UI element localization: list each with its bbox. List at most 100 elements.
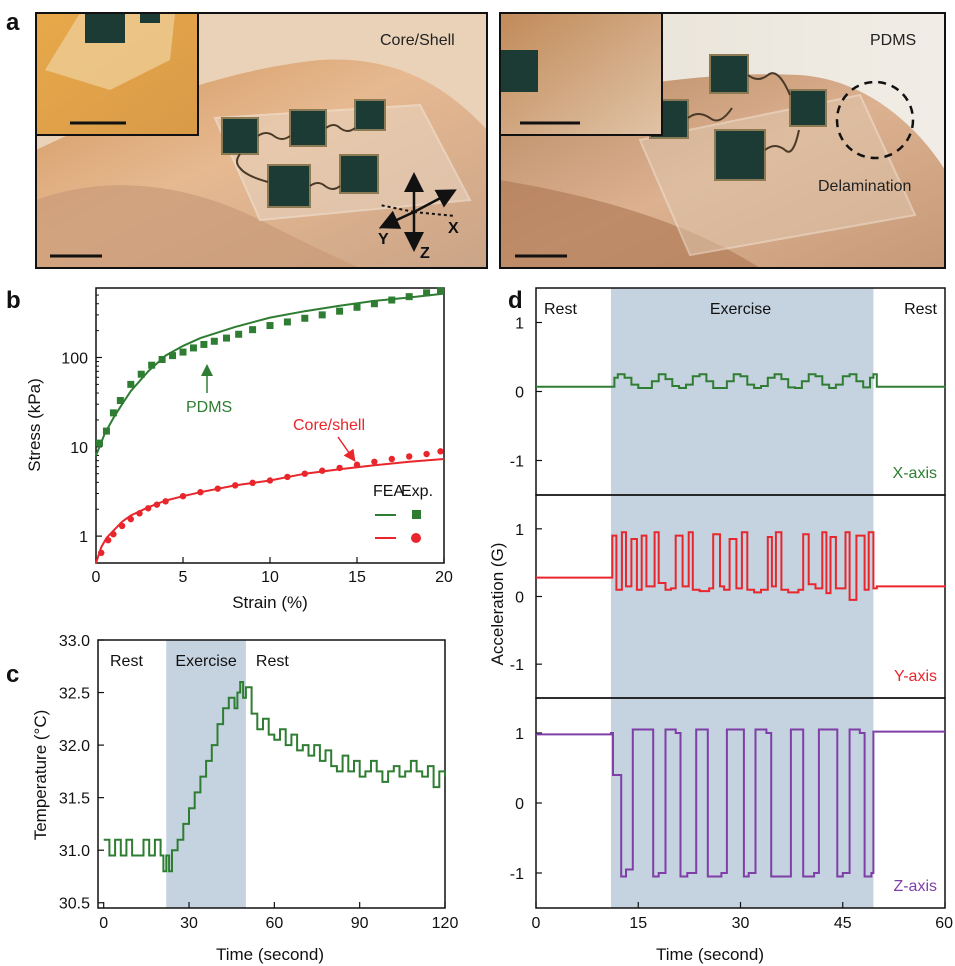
d-y-axis-label: Acceleration (G) — [488, 543, 507, 666]
b-exp-point-pdms — [318, 311, 326, 319]
d-y-tick-label: 0 — [515, 590, 524, 607]
b-exp-point-core-shell — [388, 455, 395, 463]
b-y-tick-label: 10 — [70, 440, 88, 457]
d-y-tick-label: 1 — [515, 522, 524, 539]
b-exp-point-pdms — [109, 409, 117, 417]
b-exp-point-pdms — [189, 344, 197, 352]
d-subplot-name: X-axis — [893, 465, 937, 482]
b-y-tick-label: 1 — [79, 529, 88, 546]
c-x-axis-label: Time (second) — [216, 945, 324, 964]
label-pdms: PDMS — [870, 32, 916, 49]
d-x-tick-label: 60 — [935, 915, 953, 932]
b-exp-point-pdms — [301, 314, 309, 322]
b-exp-point-pdms — [283, 318, 291, 326]
d-series-line-y-axis — [536, 531, 946, 601]
b-y-tick-label: 100 — [61, 350, 88, 367]
b-exp-point-core-shell — [301, 470, 308, 477]
d-x-tick-label: 0 — [532, 915, 541, 932]
c-x-tick-label: 0 — [99, 915, 108, 932]
chart-stress-strain: 0 5 10 15 20 1 10 100 Strain (%) Stress (kPa) P… — [25, 287, 453, 612]
b-exp-point-core-shell — [145, 505, 152, 512]
b-y-axis-label: Stress (kPa) — [25, 378, 44, 472]
b-exp-point-pdms — [158, 355, 166, 363]
legend-pdms-exp — [412, 510, 421, 519]
d-y-tick-label: 1 — [515, 316, 524, 333]
photo-pdms: Delamination PDMS — [499, 12, 946, 269]
c-y-axis-label: Temperature (°C) — [31, 710, 50, 841]
d-subplot-name: Z-axis — [893, 878, 937, 895]
b-exp-point-core-shell — [423, 450, 430, 458]
b-exp-point-core-shell — [110, 531, 117, 538]
b-x-tick-label: 10 — [261, 569, 279, 586]
inset-core-shell — [35, 12, 199, 136]
legend-header-exp: Exp. — [401, 483, 433, 500]
b-exp-point-core-shell — [284, 473, 291, 481]
b-exp-point-pdms — [437, 287, 445, 295]
legend-core-shell-exp — [411, 533, 421, 543]
d-series-line-x-axis — [536, 373, 946, 389]
b-exp-point-pdms — [169, 352, 177, 360]
b-x-tick-label: 15 — [348, 569, 366, 586]
b-exp-point-pdms — [102, 427, 110, 435]
c-x-tick-label: 120 — [432, 915, 459, 932]
b-x-axis-label: Strain (%) — [232, 593, 308, 612]
d-phase-label: Rest — [544, 301, 577, 318]
b-fea-line-pdms — [95, 292, 445, 456]
c-y-tick-label: 32.5 — [59, 686, 90, 703]
b-exp-point-core-shell — [179, 492, 187, 500]
d-x-tick-label: 45 — [834, 915, 852, 932]
b-exp-point-core-shell — [98, 549, 105, 557]
c-temperature-line — [103, 681, 446, 873]
b-exp-point-core-shell — [353, 461, 361, 468]
d-y-tick-label: -1 — [510, 454, 524, 471]
c-y-tick-label: 31.0 — [59, 843, 90, 860]
b-exp-point-core-shell — [197, 489, 204, 496]
b-annotation-pdms: PDMS — [186, 399, 232, 416]
panel-label-c: c — [6, 661, 19, 688]
legend-header-fea: FEA. — [373, 483, 409, 500]
b-exp-point-pdms — [137, 370, 145, 378]
panel-label-d: d — [508, 287, 523, 314]
b-legend: FEA. Exp. — [373, 483, 433, 543]
b-exp-point-pdms — [95, 439, 103, 447]
c-phase-label: Rest — [110, 653, 143, 670]
c-x-tick-label: 90 — [351, 915, 369, 932]
b-exp-point-pdms — [405, 293, 413, 301]
d-y-tick-label: 0 — [515, 385, 524, 402]
c-x-tick-label: 30 — [180, 915, 198, 932]
chart-acceleration: -1 0 1 -1 0 1 -1 0 1 0 15 30 45 60 Rest Exercise Rest X… — [488, 287, 953, 964]
chart-temperature: 0 30 60 90 120 30.5 31.0 31.5 32.0 32.5 33.0 Rest E… — [31, 633, 458, 964]
b-exp-point-pdms — [353, 303, 361, 311]
panel-label-b: b — [6, 287, 21, 314]
d-x-tick-label: 15 — [629, 915, 647, 932]
b-exp-point-pdms — [210, 337, 218, 345]
d-y-tick-label: 1 — [515, 726, 524, 743]
b-exp-point-core-shell — [371, 458, 378, 465]
b-exp-point-pdms — [200, 340, 208, 348]
d-series-line-z-axis — [536, 728, 945, 878]
axis-y-label: Y — [378, 231, 389, 248]
c-phase-label: Exercise — [175, 653, 236, 670]
axis-x-label: X — [448, 220, 459, 237]
b-exp-point-core-shell — [319, 467, 326, 474]
b-exp-point-core-shell — [104, 537, 112, 544]
d-phase-label: Rest — [904, 301, 937, 318]
b-annotations: PDMS Core/shell — [186, 364, 365, 462]
d-y-tick-label: -1 — [510, 657, 524, 674]
b-exp-point-pdms — [423, 289, 431, 297]
b-exp-point-core-shell — [249, 479, 256, 487]
b-exp-point-core-shell — [232, 482, 239, 489]
b-exp-point-pdms — [235, 330, 243, 338]
d-x-axis-label: Time (second) — [656, 945, 764, 964]
b-exp-point-pdms — [249, 326, 257, 334]
b-exp-point-pdms — [388, 296, 396, 304]
b-exp-point-pdms — [336, 307, 344, 315]
c-y-tick-label: 30.5 — [59, 896, 90, 913]
delamination-circle — [835, 80, 915, 160]
b-exp-point-pdms — [148, 361, 156, 369]
d-y-tick-label: -1 — [510, 866, 524, 883]
b-exp-point-pdms — [223, 334, 230, 342]
c-y-tick-label: 32.0 — [59, 738, 90, 755]
d-exercise-shading — [610, 288, 874, 908]
